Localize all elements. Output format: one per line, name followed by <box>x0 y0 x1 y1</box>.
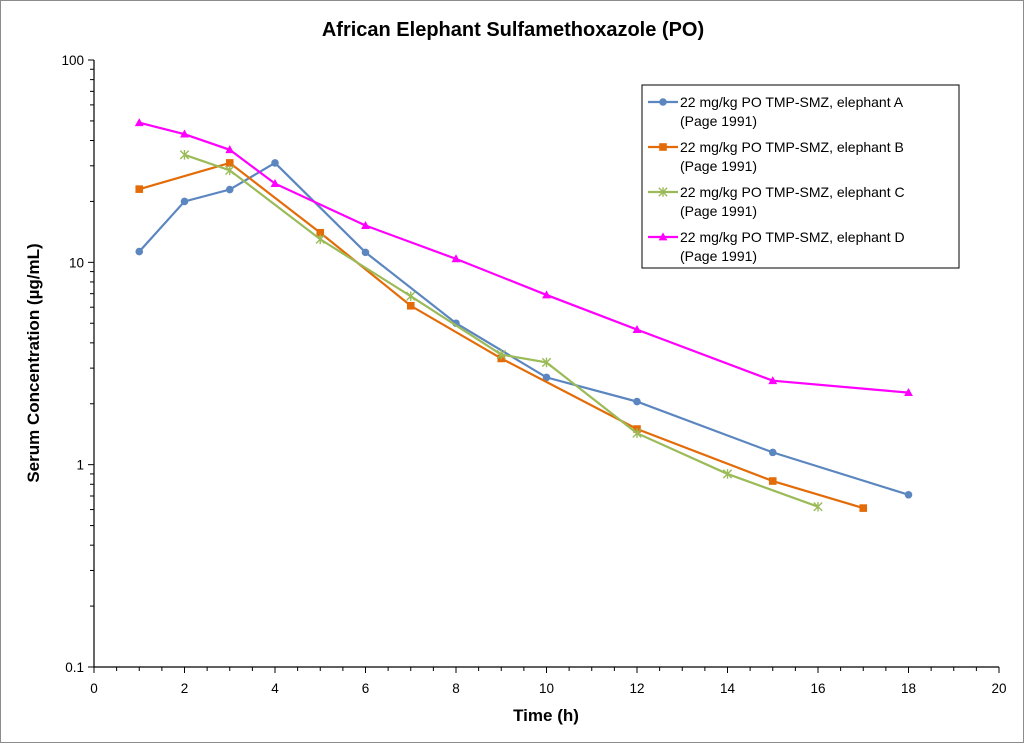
data-point <box>813 501 823 512</box>
data-point <box>496 349 506 360</box>
data-point <box>270 178 280 187</box>
data-point <box>406 301 415 310</box>
x-tick-label: 8 <box>452 681 460 696</box>
legend-label: (Page 1991) <box>680 248 757 264</box>
legend-label: (Page 1991) <box>680 158 757 174</box>
data-point <box>406 291 416 302</box>
chart-title: African Elephant Sulfamethoxazole (PO) <box>322 19 704 41</box>
series-2 <box>179 149 823 512</box>
data-point <box>859 504 868 512</box>
data-point <box>451 254 461 263</box>
x-tick-label: 16 <box>810 681 825 696</box>
data-point <box>135 185 144 193</box>
legend-label: 22 mg/kg PO TMP-SMZ, elephant D <box>680 229 905 245</box>
legend-entry-1: 22 mg/kg PO TMP-SMZ, elephant B (Page 199… <box>648 139 904 174</box>
legend-entry-3: 22 mg/kg PO TMP-SMZ, elephant D (Page 199… <box>648 229 905 264</box>
legend-label: 22 mg/kg PO TMP-SMZ, elephant B <box>680 139 904 155</box>
data-point <box>768 376 778 385</box>
axes: 0 2 4 6 8 10 12 14 16 18 20 0.1 1 10 100 <box>61 53 1006 696</box>
data-point <box>722 469 733 479</box>
series-line <box>138 161 909 496</box>
data-point <box>225 185 234 194</box>
series-layer <box>134 118 913 512</box>
x-tick-label: 20 <box>991 681 1006 696</box>
y-tick-label: 1 <box>76 458 84 473</box>
data-point <box>225 165 235 176</box>
y-axis-title: Serum Concentration (µg/mL) <box>24 243 43 482</box>
x-tick-label: 14 <box>720 681 736 696</box>
data-point <box>225 159 234 167</box>
data-point <box>180 129 189 138</box>
y-tick-label: 0.1 <box>65 660 84 675</box>
legend: 22 mg/kg PO TMP-SMZ, elephant A (Page 199… <box>641 84 960 269</box>
legend-label: (Page 1991) <box>680 203 757 219</box>
legend-marker <box>659 143 667 151</box>
legend-marker <box>659 98 667 106</box>
x-tick-label: 6 <box>362 681 370 696</box>
x-tick-label: 4 <box>271 681 279 696</box>
x-tick-label: 12 <box>629 681 644 696</box>
x-tick-label: 18 <box>901 681 916 696</box>
data-point <box>271 159 279 167</box>
data-point <box>316 228 325 237</box>
legend-box <box>641 84 960 269</box>
x-tick-label: 10 <box>539 681 554 696</box>
y-tick-label: 100 <box>61 53 84 68</box>
series-3 <box>134 118 913 397</box>
data-point <box>179 149 190 160</box>
legend-label: 22 mg/kg PO TMP-SMZ, elephant A <box>680 94 904 110</box>
legend-marker <box>658 187 668 197</box>
legend-marker <box>658 232 668 241</box>
x-axis-title: Time (h) <box>513 706 579 725</box>
data-point <box>361 220 370 229</box>
series-0 <box>135 159 913 499</box>
legend-label: (Page 1991) <box>680 113 757 129</box>
legend-entry-2: 22 mg/kg PO TMP-SMZ, elephant C (Page 199… <box>648 184 905 219</box>
x-tick-label: 0 <box>90 681 98 696</box>
data-point <box>541 357 552 368</box>
data-point <box>542 290 551 299</box>
data-point <box>315 234 325 245</box>
series-line <box>138 161 864 510</box>
y-tick-label: 10 <box>69 255 84 270</box>
data-point <box>225 145 235 154</box>
data-point <box>768 477 777 485</box>
legend-entry-0: 22 mg/kg PO TMP-SMZ, elephant A (Page 199… <box>648 94 904 129</box>
data-point <box>361 248 370 257</box>
data-point <box>542 373 551 382</box>
series-line <box>138 121 909 394</box>
data-point <box>180 197 189 206</box>
data-point <box>632 428 642 439</box>
data-point <box>633 397 641 406</box>
data-point <box>768 448 777 457</box>
legend-label: 22 mg/kg PO TMP-SMZ, elephant C <box>680 184 905 200</box>
data-point <box>134 118 144 127</box>
data-point <box>135 247 144 256</box>
data-point <box>632 325 642 334</box>
x-tick-label: 2 <box>181 681 189 696</box>
data-point <box>904 490 913 499</box>
data-point <box>904 388 913 397</box>
